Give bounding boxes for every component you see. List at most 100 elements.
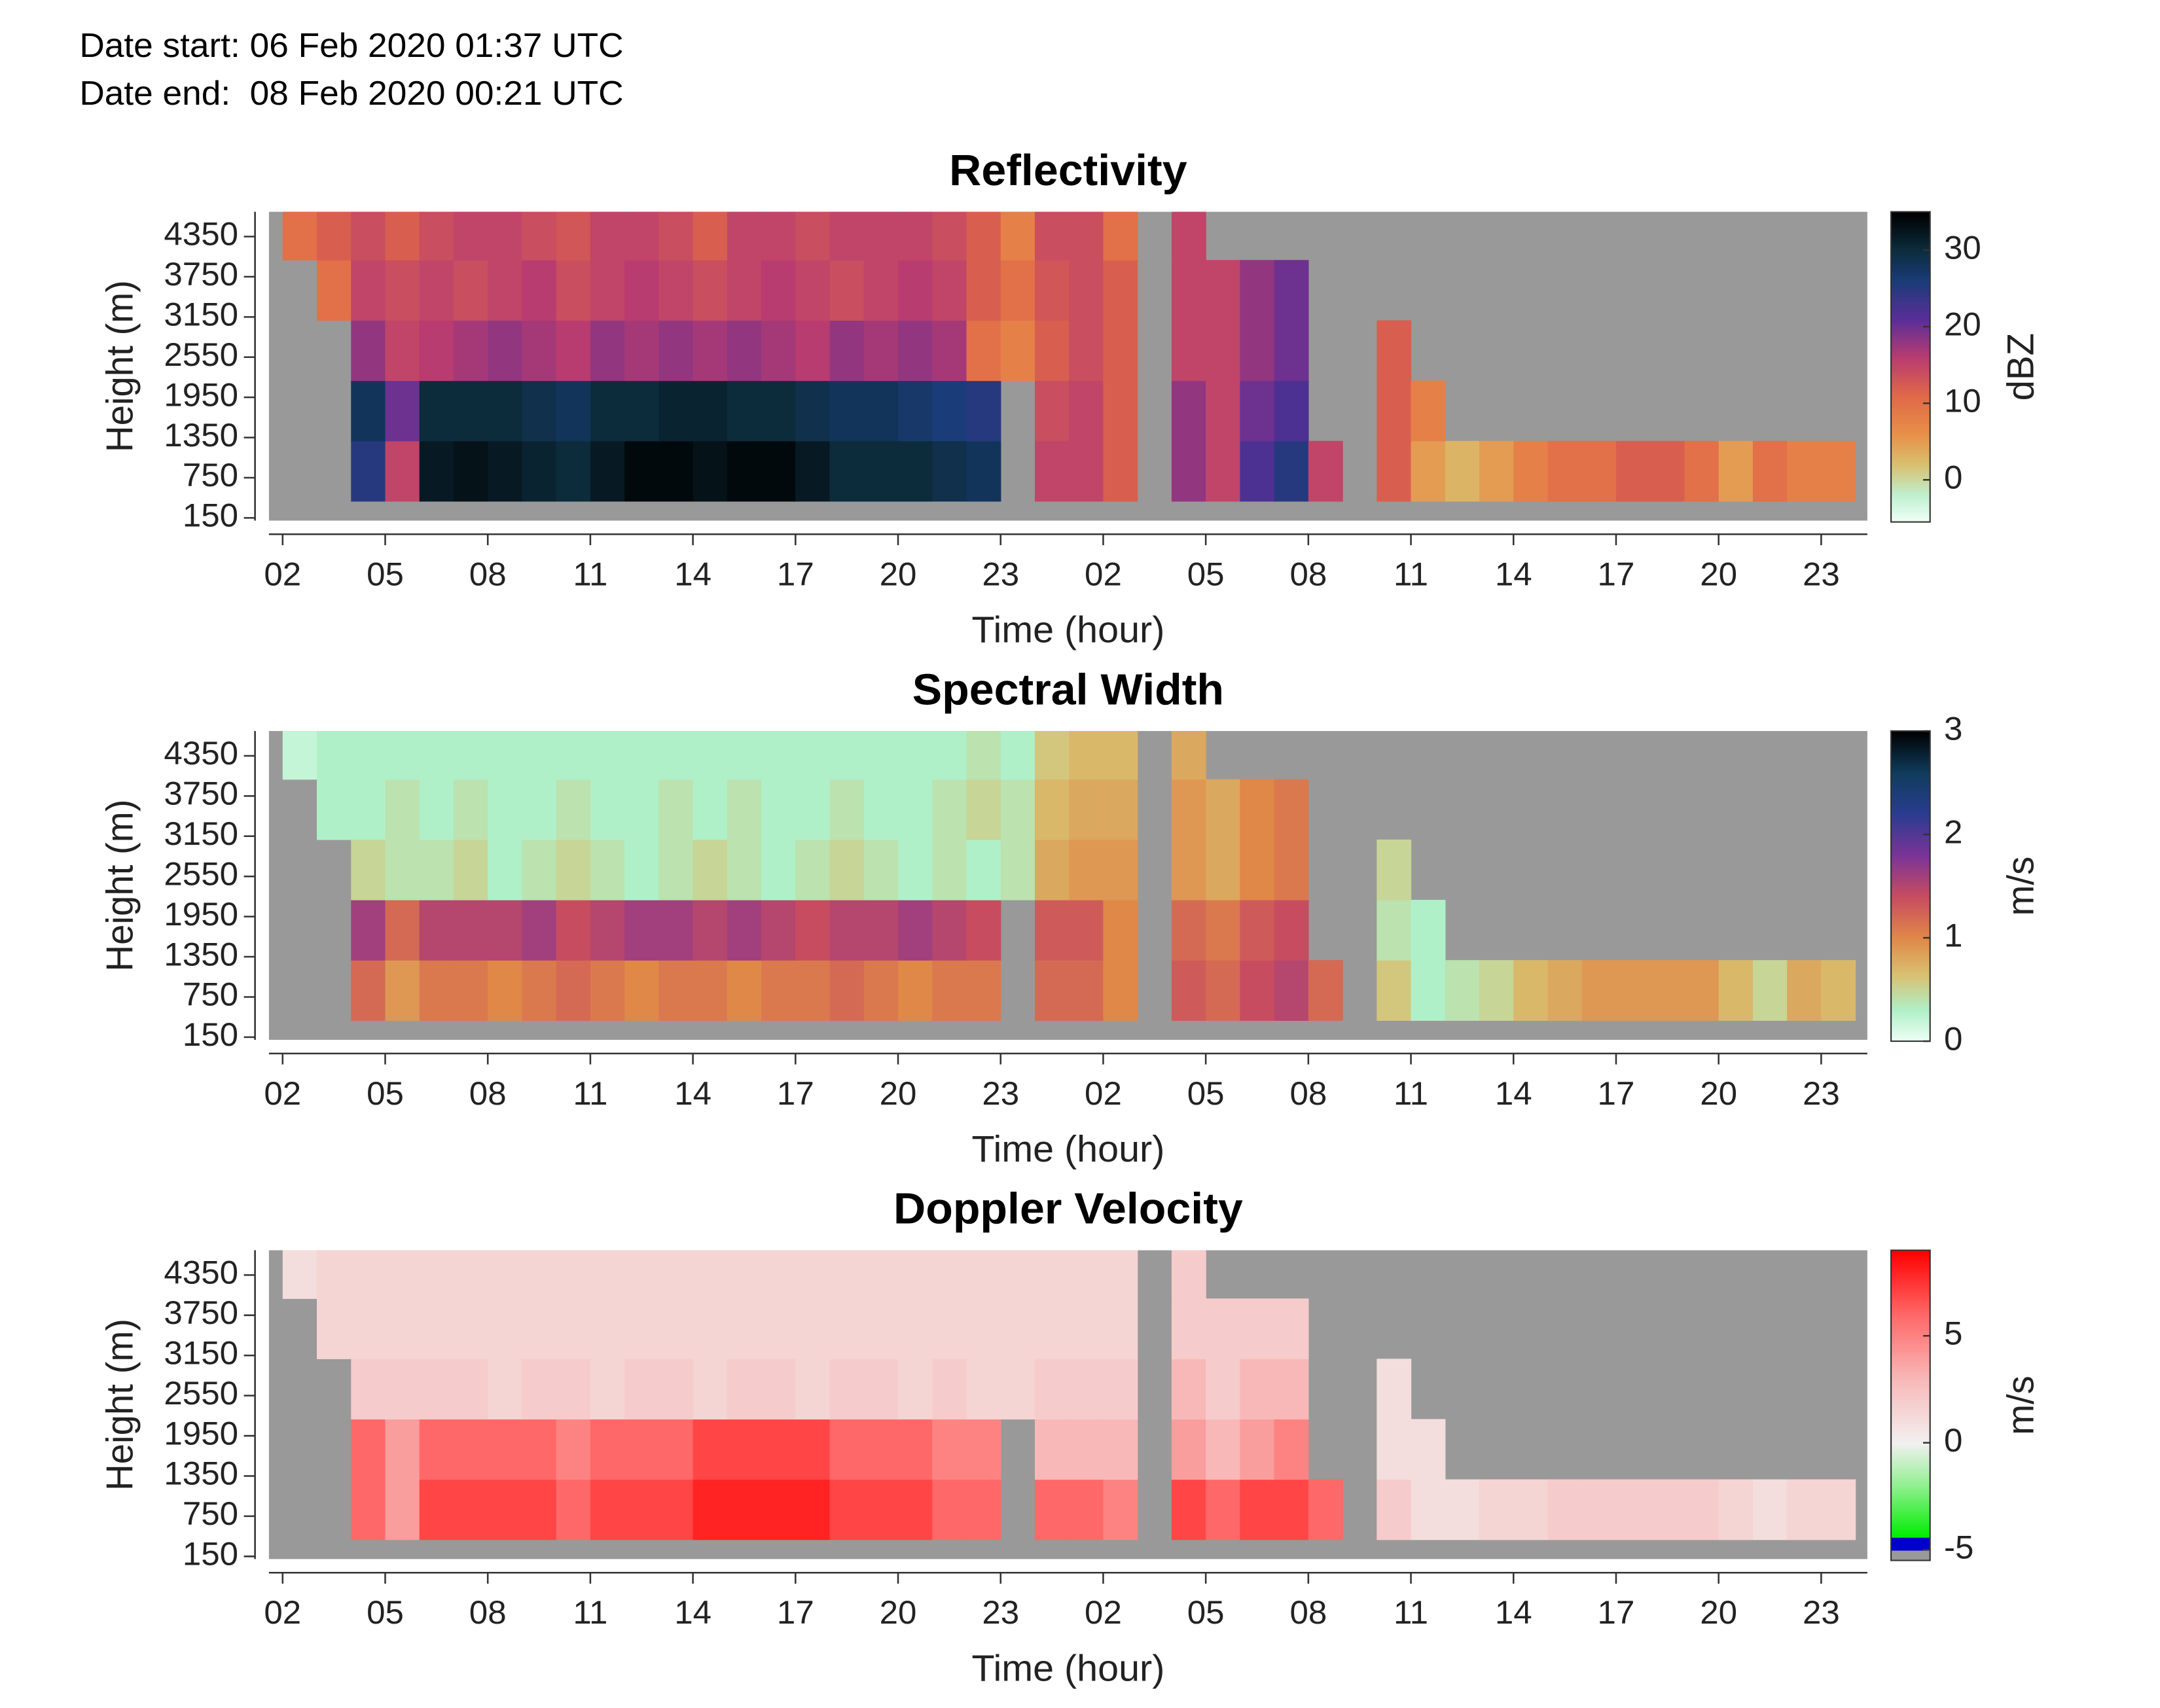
heat-cell bbox=[556, 839, 591, 900]
colorbar-step bbox=[1891, 1457, 1930, 1461]
x-tick-label: 17 bbox=[1598, 556, 1635, 592]
colorbar-step bbox=[1891, 243, 1930, 246]
colorbar-step bbox=[1891, 470, 1930, 474]
heat-cell bbox=[658, 779, 694, 840]
heat-cell bbox=[761, 380, 796, 442]
heat-cell bbox=[693, 440, 728, 502]
colorbar-step bbox=[1891, 1467, 1930, 1471]
colorbar-step bbox=[1891, 756, 1930, 760]
colorbar-step bbox=[1891, 999, 1930, 1003]
x-tick-label: 11 bbox=[573, 556, 607, 592]
heat-cell bbox=[1171, 211, 1206, 260]
heat-cell bbox=[1069, 731, 1104, 780]
colorbar-step bbox=[1891, 914, 1930, 918]
heat-cell bbox=[1000, 260, 1035, 321]
y-axis-label: Height (m) bbox=[99, 280, 141, 452]
x-tick-label: 23 bbox=[1803, 1594, 1840, 1631]
heat-cell bbox=[1206, 440, 1241, 502]
colorbar-step bbox=[1891, 1483, 1930, 1486]
x-tick-label: 20 bbox=[1700, 556, 1737, 592]
colorbar-step bbox=[1891, 767, 1930, 771]
heat-cell bbox=[1171, 731, 1206, 780]
x-tick-label: 14 bbox=[1495, 556, 1532, 592]
colorbar-step bbox=[1891, 876, 1930, 880]
heat-cell bbox=[658, 440, 694, 502]
heat-cell bbox=[863, 320, 899, 382]
heat-cell bbox=[1034, 1479, 1070, 1540]
colorbar-step bbox=[1891, 893, 1930, 897]
heat-cell bbox=[453, 260, 488, 321]
colorbar-step bbox=[1891, 380, 1930, 383]
colorbar-step bbox=[1891, 751, 1930, 755]
colorbar-step bbox=[1891, 442, 1930, 445]
heat-cell bbox=[898, 1419, 933, 1480]
heat-cell bbox=[863, 380, 899, 442]
heat-cell bbox=[1171, 779, 1206, 840]
heat-cell bbox=[556, 440, 591, 502]
heat-cell bbox=[624, 320, 660, 382]
y-tick-label: 1950 bbox=[164, 895, 238, 932]
heat-cell bbox=[1274, 1419, 1309, 1480]
heat-cell bbox=[556, 1250, 591, 1299]
colorbar-step bbox=[1891, 754, 1930, 758]
colorbar-step bbox=[1891, 746, 1930, 750]
colorbar-step bbox=[1891, 372, 1930, 376]
colorbar-step bbox=[1891, 1537, 1930, 1540]
heat-cell bbox=[727, 779, 762, 840]
colorbar-step bbox=[1891, 1020, 1930, 1024]
x-tick-label: 08 bbox=[469, 1594, 507, 1631]
heat-cell bbox=[453, 1359, 488, 1420]
heat-cell bbox=[898, 960, 933, 1021]
colorbar-label: m/s bbox=[2000, 857, 2042, 916]
heat-cell bbox=[1274, 320, 1309, 382]
colorbar-step bbox=[1891, 348, 1930, 352]
y-tick-label: 750 bbox=[183, 976, 238, 1012]
heat-cell bbox=[1034, 1298, 1070, 1359]
colorbar-step bbox=[1891, 459, 1930, 463]
heat-cell bbox=[761, 900, 796, 961]
colorbar-step bbox=[1891, 496, 1930, 499]
heat-cell bbox=[1240, 1359, 1275, 1420]
heat-cell bbox=[966, 1250, 1001, 1299]
colorbar-step bbox=[1891, 1320, 1930, 1323]
heat-cell bbox=[1171, 1479, 1206, 1540]
heat-cell bbox=[932, 960, 967, 1021]
heat-cell bbox=[727, 900, 762, 961]
heat-cell bbox=[351, 839, 386, 900]
y-tick-label: 750 bbox=[183, 1495, 238, 1532]
panel-title: Reflectivity bbox=[949, 146, 1187, 194]
colorbar-step bbox=[1891, 398, 1930, 401]
heat-cell bbox=[556, 380, 591, 442]
heat-cell bbox=[761, 839, 796, 900]
colorbar-step bbox=[1891, 808, 1930, 812]
heat-cell bbox=[624, 1298, 660, 1359]
colorbar-step bbox=[1891, 1493, 1930, 1497]
heat-cell bbox=[282, 211, 317, 260]
y-tick-label: 150 bbox=[183, 1016, 238, 1053]
heat-cell bbox=[522, 960, 557, 1021]
colorbar-step bbox=[1891, 307, 1930, 311]
heat-cell bbox=[1000, 211, 1035, 260]
x-tick-label: 02 bbox=[264, 1594, 301, 1631]
colorbar-step bbox=[1891, 873, 1930, 877]
colorbar-step bbox=[1891, 852, 1930, 856]
x-tick-label: 11 bbox=[1394, 556, 1428, 592]
heat-cell bbox=[488, 960, 523, 1021]
colorbar-step bbox=[1891, 240, 1930, 243]
heat-cell bbox=[693, 731, 728, 780]
heat-cell bbox=[727, 320, 762, 382]
heat-cell bbox=[1206, 1419, 1241, 1480]
colorbar-step bbox=[1891, 356, 1930, 360]
heat-cell bbox=[932, 320, 967, 382]
x-tick-label: 23 bbox=[982, 1075, 1019, 1111]
x-tick-label: 08 bbox=[1289, 1075, 1327, 1111]
heat-cell bbox=[317, 1250, 351, 1299]
heat-cell bbox=[1240, 260, 1275, 321]
colorbar-step bbox=[1891, 230, 1930, 234]
heat-cell bbox=[693, 1298, 728, 1359]
colorbar-step bbox=[1891, 1002, 1930, 1006]
colorbar-step bbox=[1891, 1472, 1930, 1476]
colorbar-step bbox=[1891, 224, 1930, 228]
colorbar-step bbox=[1891, 519, 1930, 523]
heat-cell bbox=[453, 839, 488, 900]
